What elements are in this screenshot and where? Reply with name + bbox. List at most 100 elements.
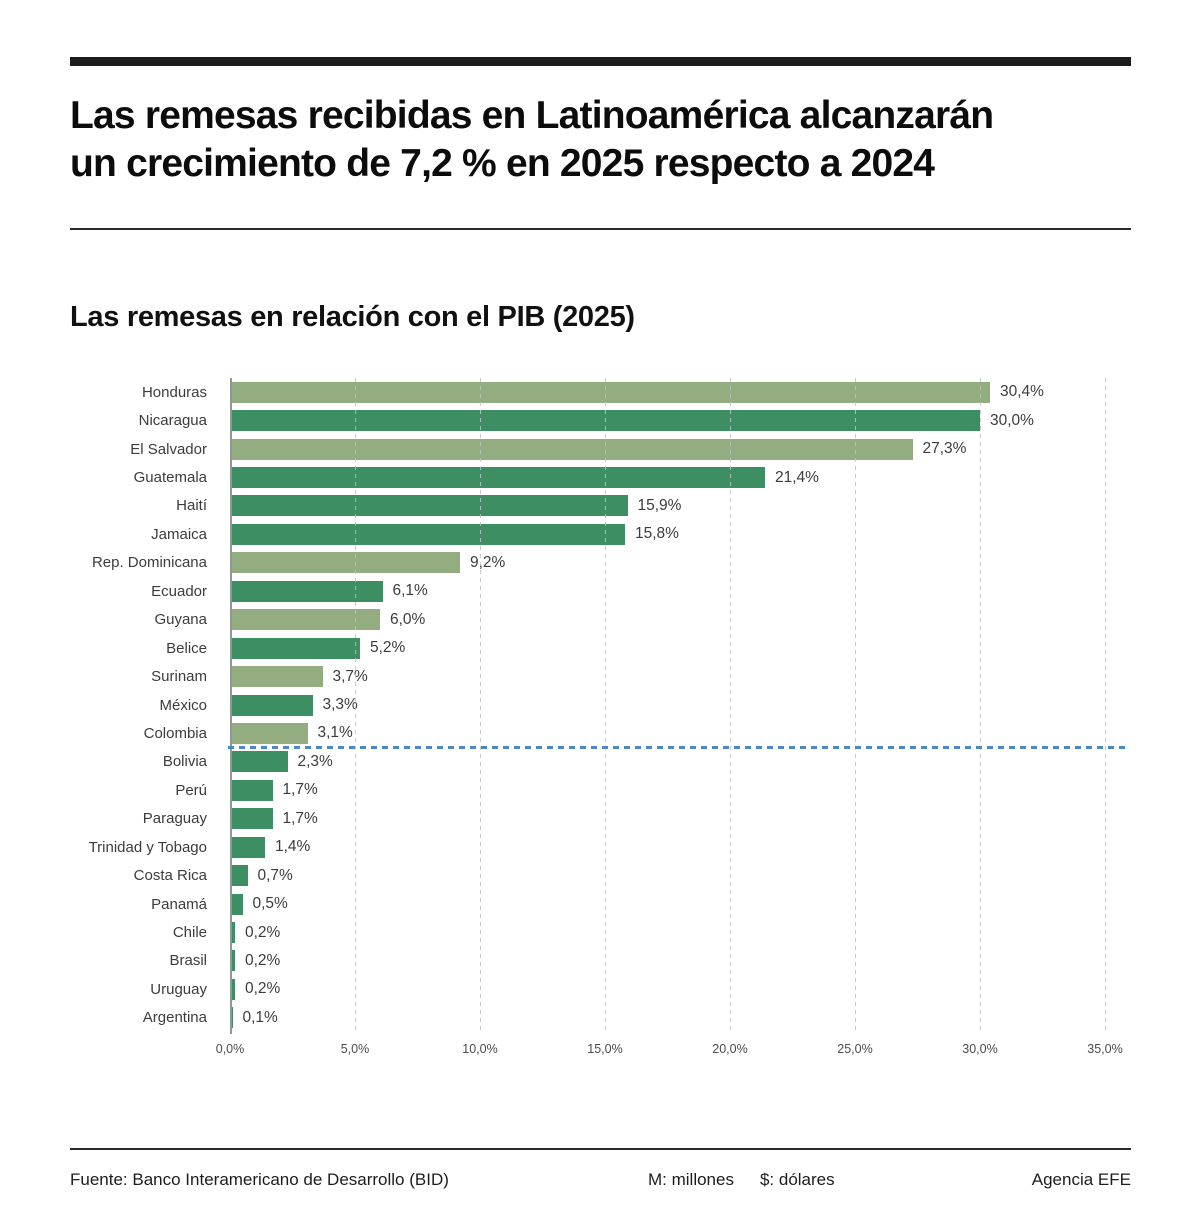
category-label: El Salvador bbox=[130, 440, 207, 458]
bar bbox=[230, 438, 913, 460]
bar-row: Colombia 3,1% bbox=[70, 719, 1130, 747]
bar-rows: Honduras 30,4% Nicaragua 30,0% El Salvador 27… bbox=[70, 378, 1130, 1032]
x-axis-tick: 25,0% bbox=[837, 1042, 873, 1056]
bar-row: Chile 0,2% bbox=[70, 918, 1130, 946]
bar-row: Costa Rica 0,7% bbox=[70, 861, 1130, 889]
value-label: 30,0% bbox=[990, 411, 1034, 429]
value-label: 27,3% bbox=[922, 440, 967, 458]
bar bbox=[230, 950, 235, 972]
category-label: Ecuador bbox=[151, 582, 207, 600]
x-axis-tick: 15,0% bbox=[587, 1042, 623, 1056]
bar bbox=[230, 580, 383, 602]
bar-row: Rep. Dominicana 9,2% bbox=[70, 549, 1130, 577]
bar bbox=[230, 978, 235, 1000]
category-label: Uruguay bbox=[150, 980, 207, 998]
bar bbox=[230, 808, 273, 830]
bar-chart: Honduras 30,4% Nicaragua 30,0% El Salvador 27… bbox=[70, 378, 1130, 1078]
bar-area: 21,4% bbox=[230, 463, 1125, 491]
bar-row: Panamá 0,5% bbox=[70, 890, 1130, 918]
bar-area: 3,7% bbox=[230, 662, 1125, 690]
value-label: 0,7% bbox=[257, 866, 293, 884]
bar-row: Nicaragua 30,0% bbox=[70, 406, 1130, 434]
value-label: 2,3% bbox=[297, 752, 333, 770]
value-label: 15,8% bbox=[635, 525, 679, 543]
bar bbox=[230, 751, 288, 773]
bar-area: 15,9% bbox=[230, 492, 1125, 520]
bar-row: Belice 5,2% bbox=[70, 634, 1130, 662]
value-label: 21,4% bbox=[775, 468, 819, 486]
title-divider bbox=[70, 228, 1131, 230]
value-label: 1,7% bbox=[282, 781, 318, 799]
x-axis-tick: 20,0% bbox=[712, 1042, 748, 1056]
category-label: Panamá bbox=[151, 895, 207, 913]
value-label: 15,9% bbox=[637, 496, 682, 514]
footer-source: Fuente: Banco Interamericano de Desarrol… bbox=[70, 1170, 449, 1189]
category-label: Rep. Dominicana bbox=[91, 554, 207, 572]
value-label: 6,0% bbox=[390, 610, 426, 628]
bar bbox=[230, 893, 243, 915]
bar bbox=[230, 922, 235, 943]
value-label: 0,1% bbox=[242, 1008, 278, 1026]
x-axis-tick: 10,0% bbox=[462, 1042, 498, 1056]
bar-area: 1,4% bbox=[230, 833, 1125, 861]
value-label: 3,7% bbox=[332, 667, 368, 685]
bar-area: 2,3% bbox=[230, 748, 1125, 776]
category-label: Honduras bbox=[141, 383, 207, 401]
bar-area: 0,2% bbox=[230, 918, 1125, 946]
bar bbox=[230, 1007, 233, 1029]
footer-credit: Agencia EFE bbox=[1031, 1170, 1131, 1189]
category-label: Perú bbox=[175, 781, 207, 799]
bar-row: Argentina 0,1% bbox=[70, 1004, 1130, 1032]
x-axis-tick: 35,0% bbox=[1087, 1042, 1123, 1056]
bar-row: El Salvador 27,3% bbox=[70, 435, 1130, 463]
chart-title: Las remesas en relación con el PIB (2025… bbox=[70, 301, 635, 333]
bar-row: Uruguay 0,2% bbox=[70, 975, 1130, 1003]
value-label: 9,2% bbox=[470, 553, 506, 571]
top-rule bbox=[70, 57, 1131, 66]
bar bbox=[230, 381, 990, 403]
bar bbox=[230, 410, 980, 432]
value-label: 0,2% bbox=[245, 980, 281, 998]
value-label: 1,4% bbox=[275, 838, 311, 856]
bar-row: Brasil 0,2% bbox=[70, 947, 1130, 975]
footer-unit-millions: M: millones bbox=[648, 1170, 734, 1189]
bar-area: 9,2% bbox=[230, 549, 1125, 577]
value-label: 1,7% bbox=[282, 809, 318, 827]
category-label: Guatemala bbox=[133, 469, 207, 487]
value-label: 6,1% bbox=[392, 582, 428, 600]
x-axis-tick: 30,0% bbox=[962, 1042, 998, 1056]
category-label: Costa Rica bbox=[133, 867, 207, 885]
bar bbox=[230, 779, 273, 801]
value-label: 3,3% bbox=[322, 696, 358, 714]
x-axis: 0,0% 5,0% 10,0% 15,0% 20,0% 25,0% 30,0% 35,0% bbox=[216, 1042, 1125, 1062]
value-label: 5,2% bbox=[370, 639, 406, 657]
category-label: Nicaragua bbox=[138, 412, 207, 430]
category-label: Belice bbox=[166, 639, 207, 657]
x-axis-tick: 0,0% bbox=[215, 1042, 245, 1056]
bar-area: 1,7% bbox=[230, 805, 1125, 833]
bar-area: 30,4% bbox=[230, 378, 1125, 406]
bar-area: 0,7% bbox=[230, 861, 1125, 889]
bar bbox=[230, 865, 248, 887]
bar-row: Guyana 6,0% bbox=[70, 606, 1130, 634]
bar-area: 1,7% bbox=[230, 776, 1125, 804]
bar-area: 6,0% bbox=[230, 606, 1125, 634]
bar-area: 0,5% bbox=[230, 890, 1125, 918]
bar-area: 0,2% bbox=[230, 975, 1125, 1003]
page-title: Las remesas recibidas en Latinoamérica a… bbox=[70, 94, 994, 186]
category-label: Guyana bbox=[154, 611, 207, 629]
value-label: 0,5% bbox=[252, 895, 288, 913]
footer-unit-dollars: $: dólares bbox=[759, 1170, 835, 1189]
bar-row: Ecuador 6,1% bbox=[70, 577, 1130, 605]
category-label: Chile bbox=[172, 924, 207, 942]
bar-area: 5,2% bbox=[230, 634, 1125, 662]
bar-area: 3,3% bbox=[230, 691, 1125, 719]
footer-divider bbox=[70, 1148, 1131, 1150]
footer-units: M: millones $: dólares bbox=[648, 1170, 861, 1190]
bar-area: 0,1% bbox=[230, 1004, 1125, 1032]
category-label: Argentina bbox=[142, 1009, 207, 1027]
bar bbox=[230, 495, 628, 517]
bar bbox=[230, 467, 765, 488]
bar-area: 30,0% bbox=[230, 406, 1125, 434]
